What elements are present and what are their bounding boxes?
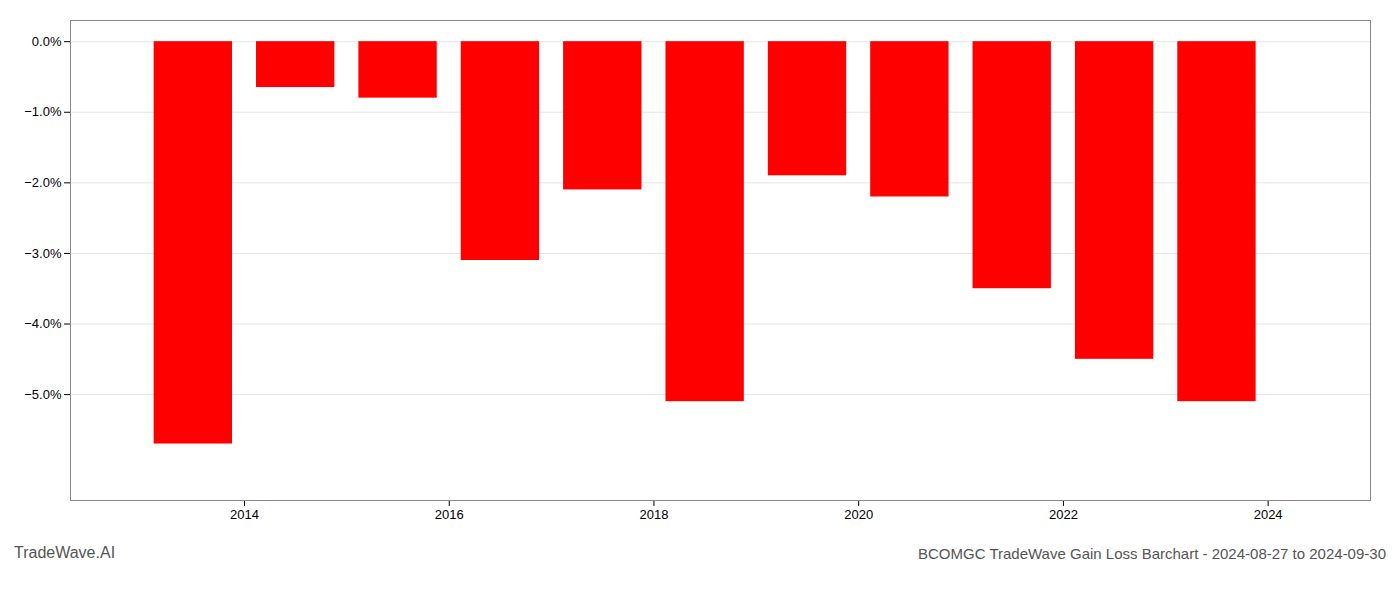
svg-text:2016: 2016 [435, 507, 464, 522]
svg-text:2022: 2022 [1049, 507, 1078, 522]
html-text:BCOMGC TradeWave Gain Loss Bar: BCOMGC TradeWave Gain Loss Barchart - 20… [918, 545, 1386, 562]
svg-text:−4.0%: −4.0% [24, 316, 62, 331]
svg-text:−3.0%: −3.0% [24, 246, 62, 261]
html-text:TradeWave.AI: TradeWave.AI [14, 544, 116, 561]
svg-text:−1.0%: −1.0% [24, 104, 62, 119]
svg-text:2014: 2014 [230, 507, 259, 522]
svg-text:0.0%: 0.0% [32, 34, 62, 49]
svg-text:2024: 2024 [1254, 507, 1283, 522]
svg-text:2020: 2020 [844, 507, 873, 522]
svg-text:2018: 2018 [640, 507, 669, 522]
svg-text:−2.0%: −2.0% [24, 175, 62, 190]
svg-text:−5.0%: −5.0% [24, 387, 62, 402]
